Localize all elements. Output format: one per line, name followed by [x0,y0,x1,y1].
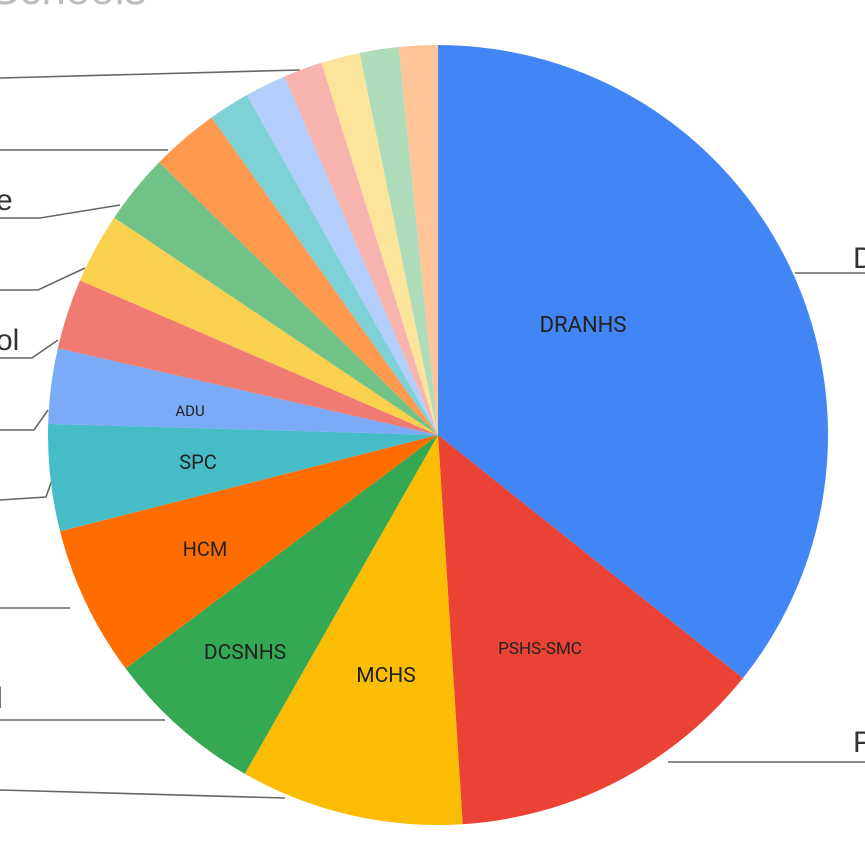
leader-line [0,267,86,291]
slice-label-adu: ADU [175,402,204,420]
pie-slice-adu [48,348,438,435]
slice-label-spc: SPC [179,450,217,474]
slice-label-dranhs: DRANHS [540,313,627,338]
pie-slices [48,44,828,825]
leader-line [0,479,53,501]
pie-slice-unlabeled-12 [246,76,438,435]
slice-labels: DRANHS PSHS-SMC MCHS DCSNHS HCM SPC ADU [175,313,626,688]
slice-label-hcm: HCM [183,537,228,561]
leader-line [0,409,49,431]
leader-line [0,204,121,219]
pie-slice-unlabeled-16 [398,44,438,435]
pie-slice-unlabeled-7 [57,280,438,435]
edge-label-school-ol: ol [0,324,19,357]
pie-slice-unlabeled-10 [159,117,438,435]
pie-slice-unlabeled-8 [79,217,438,435]
edge-label-school-l: l [0,682,3,715]
leader-line [0,339,59,359]
slice-label-pshs-smc: PSHS-SMC [498,639,582,659]
pie-slice-unlabeled-9 [114,162,438,436]
edge-label-dranhs: D [853,242,865,275]
pie-slice-hcm [60,435,439,669]
pie-slice-unlabeled-13 [284,62,438,436]
edge-label-pshs: P [853,726,865,759]
edge-label-school-e: e [0,184,13,217]
leader-line [0,789,286,799]
slice-label-dcsnhs: DCSNHS [204,641,286,665]
pie-slice-dranhs [438,45,828,679]
pie-slice-unlabeled-11 [211,95,438,435]
edge-labels: D P e ol l [0,184,865,759]
pie-slice-unlabeled-14 [321,52,438,435]
pie-slice-unlabeled-15 [359,46,438,436]
slice-label-mchs: MCHS [356,664,415,688]
leader-line [0,69,301,79]
leader-lines [0,69,865,799]
pie-slice-dcsnhs [125,435,439,774]
chart-title: Schools [0,0,147,14]
pie-slice-spc [48,423,438,532]
pie-slice-mchs [244,435,463,825]
pie-slice-pshs-smc [438,435,743,825]
